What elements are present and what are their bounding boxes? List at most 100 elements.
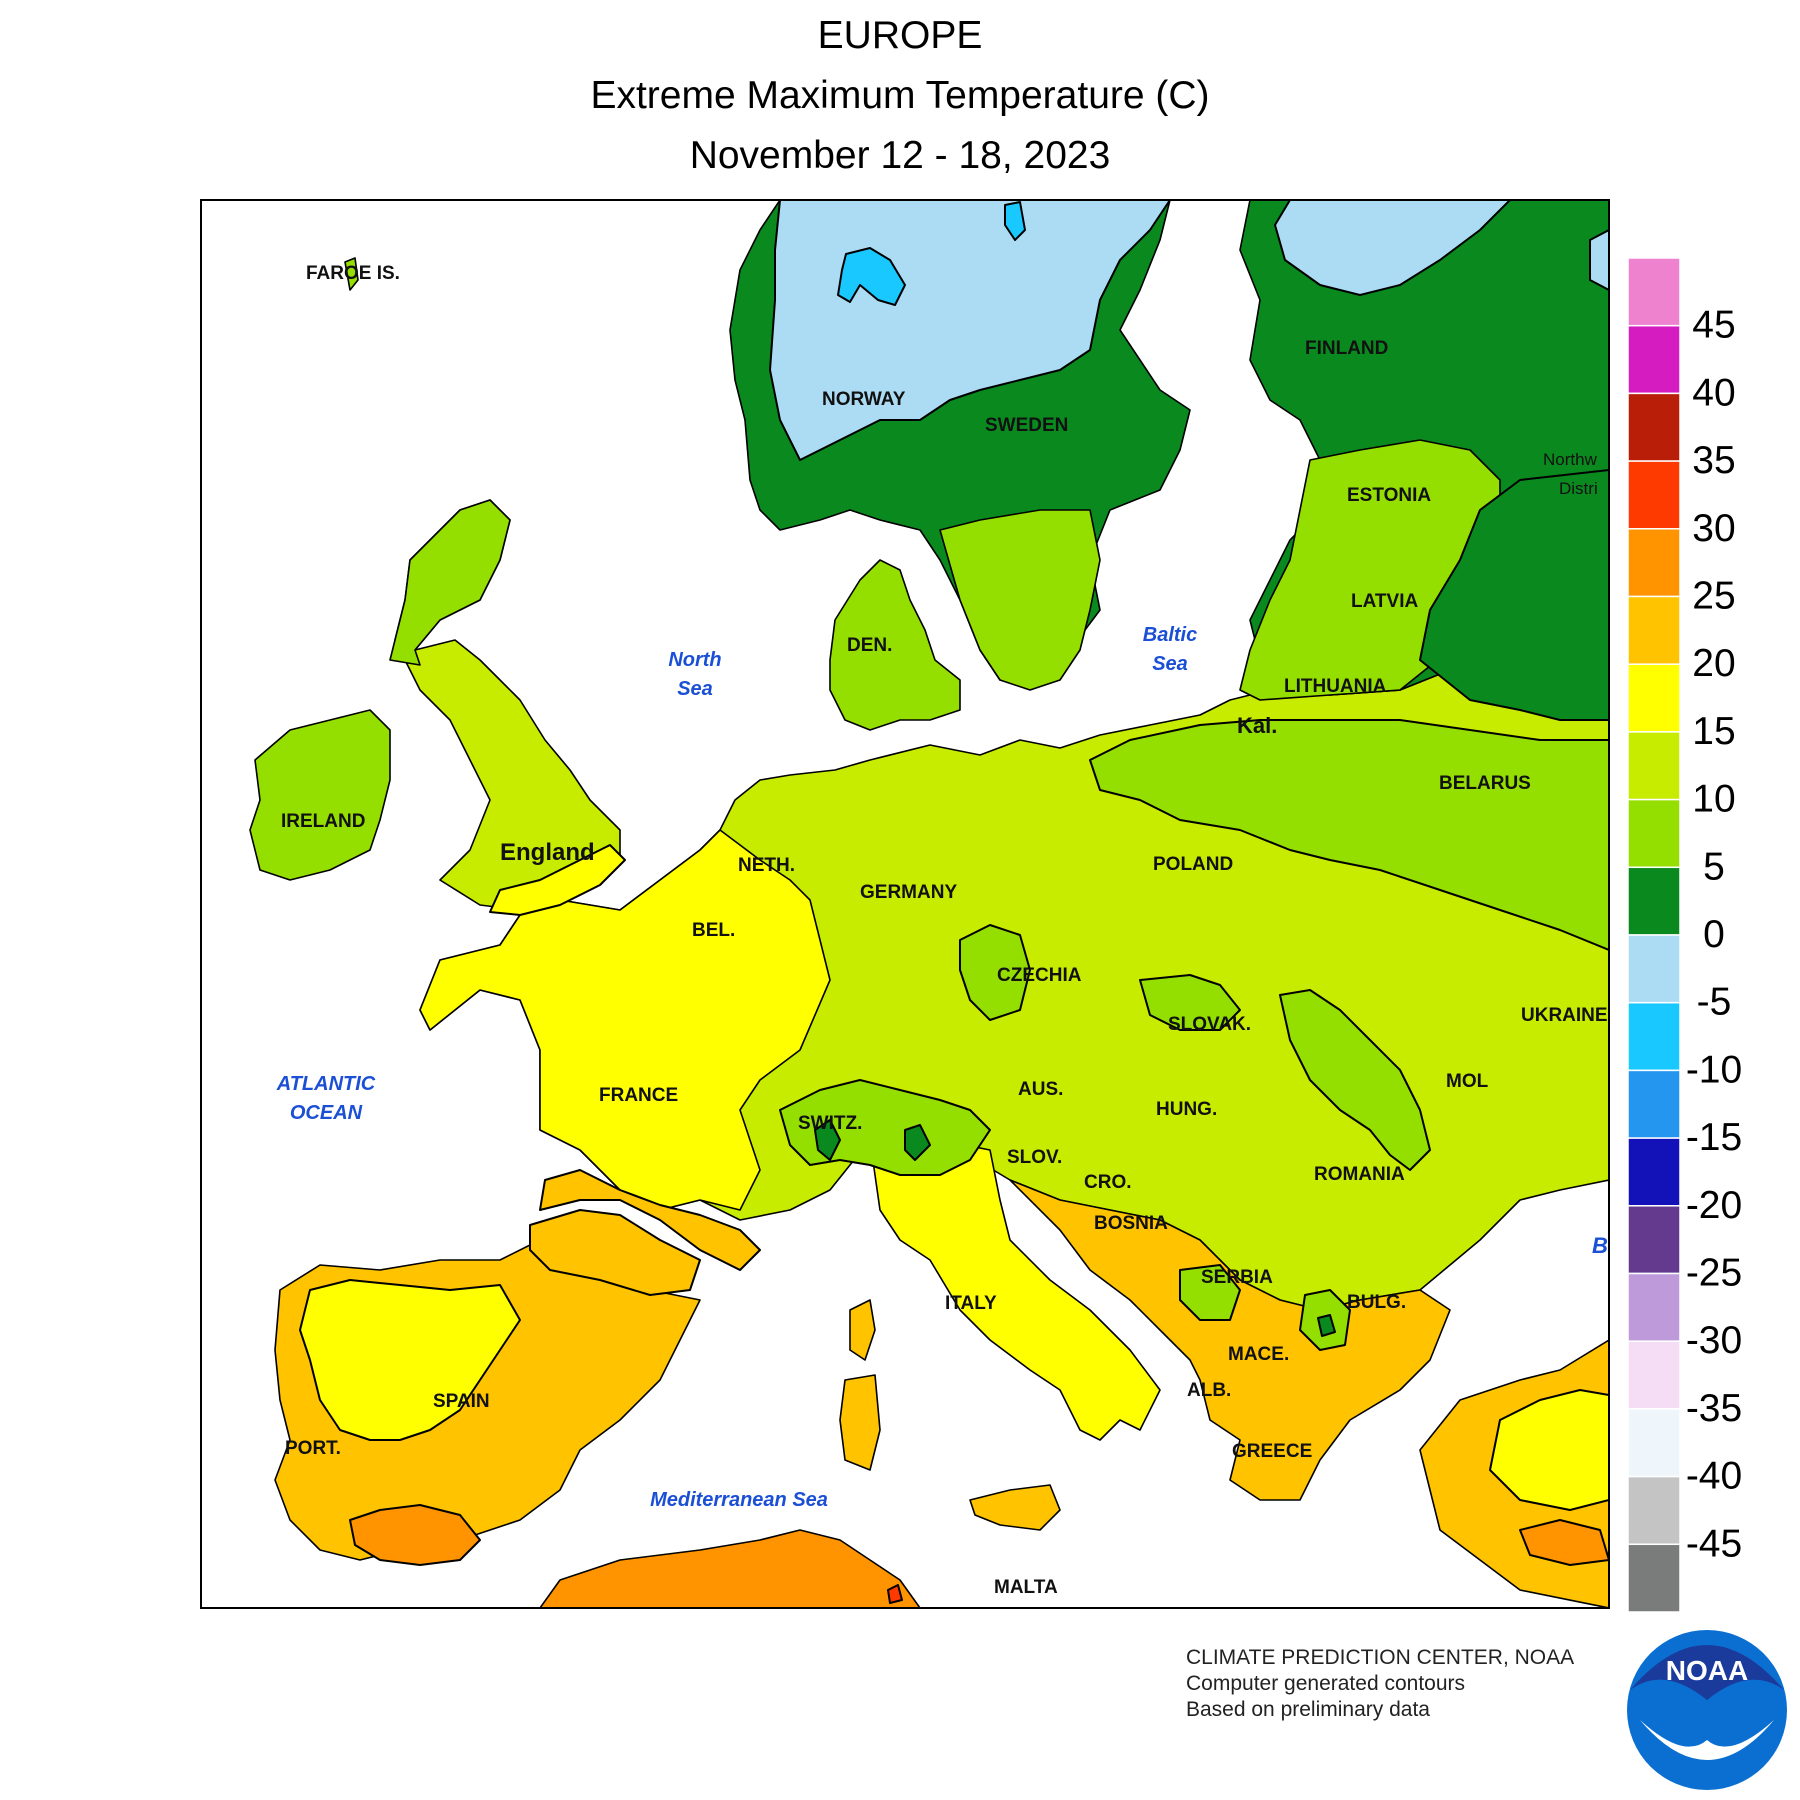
- country-labels: FAROE IS. NORWAY SWEDEN FINLAND ESTONIA …: [281, 263, 1608, 1598]
- region-below-minus5-b: [1004, 201, 1026, 241]
- region-czechia: [959, 924, 1031, 1021]
- legend-swatch: [1627, 1001, 1681, 1072]
- label-sweden: SWEDEN: [985, 415, 1068, 436]
- region-below-minus5-norway: [837, 247, 906, 306]
- legend-swatch: [1627, 392, 1681, 462]
- noaa-logo-bird: [1640, 1720, 1774, 1760]
- label-italy: ITALY: [945, 1293, 997, 1314]
- label-mol: MOL: [1446, 1071, 1489, 1092]
- region-zero-five-russia: [1419, 469, 1609, 721]
- region-turkey-warm: [1489, 1389, 1609, 1511]
- label-aus: AUS.: [1018, 1079, 1063, 1100]
- legend-swatch: [1627, 528, 1681, 598]
- legend-label: 30: [1692, 507, 1735, 550]
- legend: 45 40 35 30 25 20 15 10 5 0 -5 -10 -15 -20 -25 -30 -35 -4…: [1627, 257, 1742, 1613]
- credit-line-2: Computer generated contours: [1186, 1672, 1465, 1695]
- legend-label: 25: [1692, 575, 1735, 618]
- legend-swatch: [1627, 460, 1681, 530]
- label-northwest-1: Northw: [1543, 450, 1598, 469]
- region-below-zero-ne: [1589, 229, 1609, 291]
- legend-label: 5: [1703, 845, 1725, 888]
- legend-label: 15: [1692, 710, 1735, 753]
- label-slov: SLOV.: [1007, 1147, 1062, 1168]
- label-atlantic-1: ATLANTIC: [276, 1073, 376, 1095]
- land-sardinia: [839, 1374, 881, 1471]
- legend-label: -45: [1686, 1522, 1742, 1565]
- legend-label: 40: [1692, 371, 1735, 414]
- legend-label: 0: [1703, 913, 1725, 956]
- legend-label: -15: [1686, 1116, 1742, 1159]
- label-northwest-2: Distri: [1559, 479, 1598, 498]
- label-lithuania: LITHUANIA: [1284, 676, 1387, 697]
- region-bulg-core: [1317, 1314, 1336, 1337]
- label-poland: POLAND: [1153, 854, 1233, 875]
- region-alps-core: [814, 1119, 841, 1161]
- label-germany: GERMANY: [860, 882, 957, 903]
- legend-swatch: [1627, 595, 1681, 665]
- noaa-logo-text: NOAA: [1666, 1655, 1748, 1686]
- label-latvia: LATVIA: [1351, 591, 1418, 612]
- land-sicily: [969, 1484, 1061, 1531]
- label-belarus: BELARUS: [1439, 773, 1531, 794]
- label-romania: ROMANIA: [1314, 1164, 1405, 1185]
- label-mace: MACE.: [1228, 1344, 1289, 1365]
- region-below-zero-finland: [1274, 200, 1511, 296]
- region-slovakia: [1139, 974, 1241, 1031]
- region-twenty-twenty-five-france: [539, 1169, 761, 1271]
- legend-label: -5: [1697, 981, 1732, 1024]
- legend-swatch: [1627, 257, 1681, 327]
- land-ireland: [249, 709, 391, 881]
- credits: CLIMATE PREDICTION CENTER, NOAA Computer…: [1186, 1645, 1574, 1723]
- water-labels: North Sea Baltic Sea ATLANTIC OCEAN Medi…: [276, 624, 1197, 1511]
- label-estonia: ESTONIA: [1347, 485, 1431, 506]
- label-greece: GREECE: [1232, 1441, 1312, 1462]
- land-denmark: [829, 559, 961, 731]
- legend-swatch: [1627, 798, 1681, 869]
- map-title-variable: Extreme Maximum Temperature (C): [590, 74, 1210, 117]
- label-cro: CRO.: [1084, 1172, 1132, 1193]
- legend-swatch: [1627, 1205, 1681, 1275]
- legend-swatch: [1627, 934, 1681, 1004]
- legend-swatch: [1627, 866, 1681, 936]
- legend-swatch: [1627, 731, 1681, 801]
- map-frame: [200, 199, 1610, 1609]
- legend-label: -30: [1686, 1319, 1742, 1362]
- contour-layer: [299, 200, 1609, 1604]
- label-mediterranean: Mediterranean Sea: [650, 1489, 828, 1511]
- noaa-logo-top: [1630, 1645, 1784, 1700]
- map-title-region: EUROPE: [817, 14, 983, 57]
- label-spain: SPAIN: [433, 1391, 490, 1412]
- land-north-africa: [539, 1529, 921, 1608]
- map-area: FAROE IS. NORWAY SWEDEN FINLAND ESTONIA …: [201, 200, 1609, 1608]
- label-faroe: FAROE IS.: [306, 263, 400, 284]
- credit-line-3: Based on preliminary data: [1186, 1698, 1430, 1721]
- label-kal: Kal.: [1237, 713, 1277, 738]
- label-alb: ALB.: [1187, 1380, 1231, 1401]
- label-norway: NORWAY: [822, 389, 906, 410]
- map-title-dates: November 12 - 18, 2023: [689, 134, 1111, 177]
- label-england: England: [500, 839, 595, 866]
- label-hung: HUNG.: [1156, 1099, 1217, 1120]
- legend-label: -25: [1686, 1252, 1742, 1295]
- label-den: DEN.: [847, 635, 892, 656]
- legend-swatch: [1627, 1069, 1681, 1139]
- label-atlantic-2: OCEAN: [290, 1102, 363, 1124]
- region-twenty-five-thirty-spain: [349, 1504, 481, 1566]
- legend-label: -40: [1686, 1455, 1742, 1498]
- label-czechia: CZECHIA: [997, 965, 1082, 986]
- land-balkans: [1009, 1179, 1451, 1501]
- label-north-sea-2: Sea: [677, 678, 713, 700]
- credit-line-1: CLIMATE PREDICTION CENTER, NOAA: [1186, 1646, 1575, 1669]
- region-balkans-mountains: [1179, 1264, 1241, 1321]
- legend-label: 45: [1692, 304, 1735, 347]
- region-africa-hot: [887, 1584, 903, 1604]
- label-port: PORT.: [285, 1438, 341, 1459]
- legend-label: -35: [1686, 1387, 1742, 1430]
- label-malta: MALTA: [994, 1577, 1058, 1598]
- label-bulg: BULG.: [1347, 1292, 1406, 1313]
- legend-swatch: [1627, 663, 1681, 733]
- land-south-sweden: [939, 509, 1101, 691]
- land-corsica: [849, 1299, 876, 1361]
- label-finland: FINLAND: [1305, 338, 1388, 359]
